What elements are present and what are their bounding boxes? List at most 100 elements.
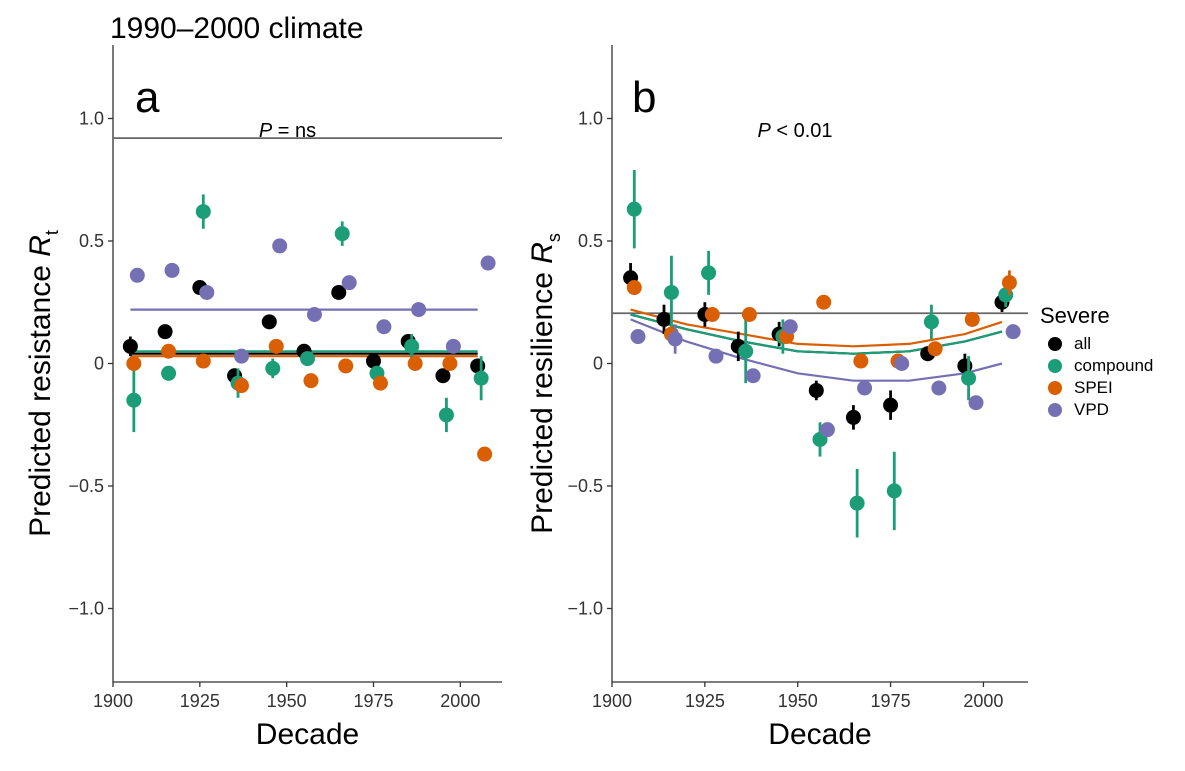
- legend-marker-vpd: [1048, 403, 1062, 417]
- y-axis-title: Predicted resistance Rt: [24, 230, 62, 537]
- data-point-VPD: [931, 380, 947, 396]
- data-point-all: [435, 368, 451, 384]
- data-point-compound: [265, 360, 281, 376]
- data-point-SPEI: [195, 353, 211, 369]
- p-value-symbol: P: [259, 120, 273, 142]
- legend-marker-spei: [1048, 381, 1062, 395]
- p-value-annotation: P = ns: [259, 120, 316, 142]
- y-axis-title: Predicted resilience Rs: [526, 233, 564, 534]
- data-point-compound: [126, 392, 142, 408]
- x-tick-label: 1925: [180, 691, 220, 711]
- y-tick-label: −0.5: [68, 476, 104, 496]
- x-tick-label: 2000: [963, 691, 1003, 711]
- legend-item-spei: SPEI: [1040, 377, 1153, 399]
- data-point-VPD: [306, 307, 322, 322]
- legend-item-compound: compound: [1040, 355, 1153, 377]
- data-point-all: [808, 382, 824, 398]
- panel-b: 1.0 0.5 0 −0.5 −1.0 1900 1925 1950 1975 2000 Decad…: [526, 45, 1028, 751]
- data-point-SPEI: [268, 338, 284, 354]
- data-point-compound: [961, 370, 977, 386]
- data-point-all: [261, 314, 277, 330]
- data-point-SPEI: [234, 378, 250, 394]
- data-point-compound: [195, 204, 211, 220]
- data-point-all: [845, 409, 861, 425]
- data-point-SPEI: [477, 446, 493, 462]
- data-point-VPD: [445, 338, 461, 354]
- x-tick-label: 1950: [778, 691, 818, 711]
- data-point-SPEI: [741, 307, 757, 322]
- y-axis-title-subscript: s: [544, 233, 564, 242]
- data-point-VPD: [164, 262, 180, 278]
- legend: Severe all compound SPEI VPD: [1040, 303, 1153, 421]
- data-point-SPEI: [816, 294, 832, 310]
- data-point-SPEI: [303, 373, 319, 389]
- p-value-text: = ns: [272, 120, 316, 142]
- data-point-SPEI: [161, 343, 177, 359]
- data-point-VPD: [376, 319, 392, 335]
- x-tick-label: 1975: [871, 691, 911, 711]
- figure-title: 1990–2000 climate: [110, 12, 364, 45]
- data-point-VPD: [341, 275, 357, 291]
- data-point-compound: [849, 495, 865, 511]
- y-axis-title-subscript: t: [42, 230, 62, 235]
- data-point-VPD: [411, 302, 427, 318]
- y-axis-title-symbol: R: [526, 242, 559, 264]
- data-point-VPD: [745, 368, 761, 384]
- data-point-VPD: [968, 395, 984, 411]
- data-point-SPEI: [927, 341, 943, 357]
- data-point-all: [122, 338, 138, 354]
- panel-label: b: [632, 73, 656, 122]
- data-point-VPD: [1005, 324, 1021, 340]
- y-tick-label: 0: [593, 354, 603, 374]
- data-point-SPEI: [126, 356, 142, 371]
- data-point-all: [331, 284, 347, 300]
- p-value-symbol: P: [757, 120, 771, 142]
- y-axis-title-main: Predicted resilience: [526, 264, 559, 534]
- data-point-compound: [404, 338, 420, 354]
- data-point-VPD: [894, 356, 910, 371]
- data-point-SPEI: [442, 356, 458, 371]
- x-tick-label: 1975: [353, 691, 393, 711]
- y-tick-label: 0.5: [578, 231, 603, 251]
- data-point-VPD: [199, 284, 215, 300]
- data-point-VPD: [234, 348, 250, 364]
- y-tick-label: 1.0: [578, 109, 603, 129]
- p-value-text: < 0.01: [771, 120, 833, 142]
- panel-label: a: [135, 73, 160, 122]
- data-point-all: [656, 311, 672, 327]
- data-point-VPD: [708, 348, 724, 364]
- data-point-VPD: [819, 422, 835, 438]
- legend-label-spei: SPEI: [1074, 378, 1113, 397]
- fit-line-compound: [630, 313, 1003, 355]
- x-tick-label: 2000: [440, 691, 480, 711]
- data-point-compound: [923, 314, 939, 330]
- x-axis-title: Decade: [768, 718, 871, 751]
- data-point-SPEI: [1001, 275, 1017, 291]
- y-tick-label: −1.0: [68, 599, 104, 619]
- data-point-compound: [701, 265, 717, 281]
- data-point-compound: [626, 201, 642, 217]
- y-axis-title-symbol: R: [24, 235, 57, 257]
- data-point-SPEI: [407, 356, 423, 371]
- data-point-compound: [738, 343, 754, 359]
- data-point-compound: [161, 365, 177, 381]
- p-value-annotation: P < 0.01: [757, 120, 832, 142]
- y-tick-label: 1.0: [79, 109, 104, 129]
- legend-label-all: all: [1074, 334, 1092, 353]
- fit-line-VPD: [630, 318, 1003, 382]
- legend-item-vpd: VPD: [1040, 399, 1153, 421]
- data-point-VPD: [630, 329, 646, 345]
- data-point-compound: [334, 226, 350, 242]
- legend-label-vpd: VPD: [1074, 400, 1109, 419]
- data-point-SPEI: [853, 353, 869, 369]
- legend-title: Severe: [1040, 303, 1110, 328]
- fit-line-all: [630, 313, 1003, 355]
- panel-a: 1.0 0.5 0 −0.5 −1.0 1900 1925 1950 1975 2000 Decad…: [24, 45, 502, 751]
- y-tick-label: −0.5: [567, 476, 603, 496]
- data-point-all: [883, 397, 899, 413]
- data-point-VPD: [857, 380, 873, 396]
- data-point-SPEI: [338, 358, 354, 374]
- y-tick-label: 0.5: [79, 231, 104, 251]
- data-point-all: [365, 353, 381, 369]
- data-point-VPD: [480, 255, 496, 271]
